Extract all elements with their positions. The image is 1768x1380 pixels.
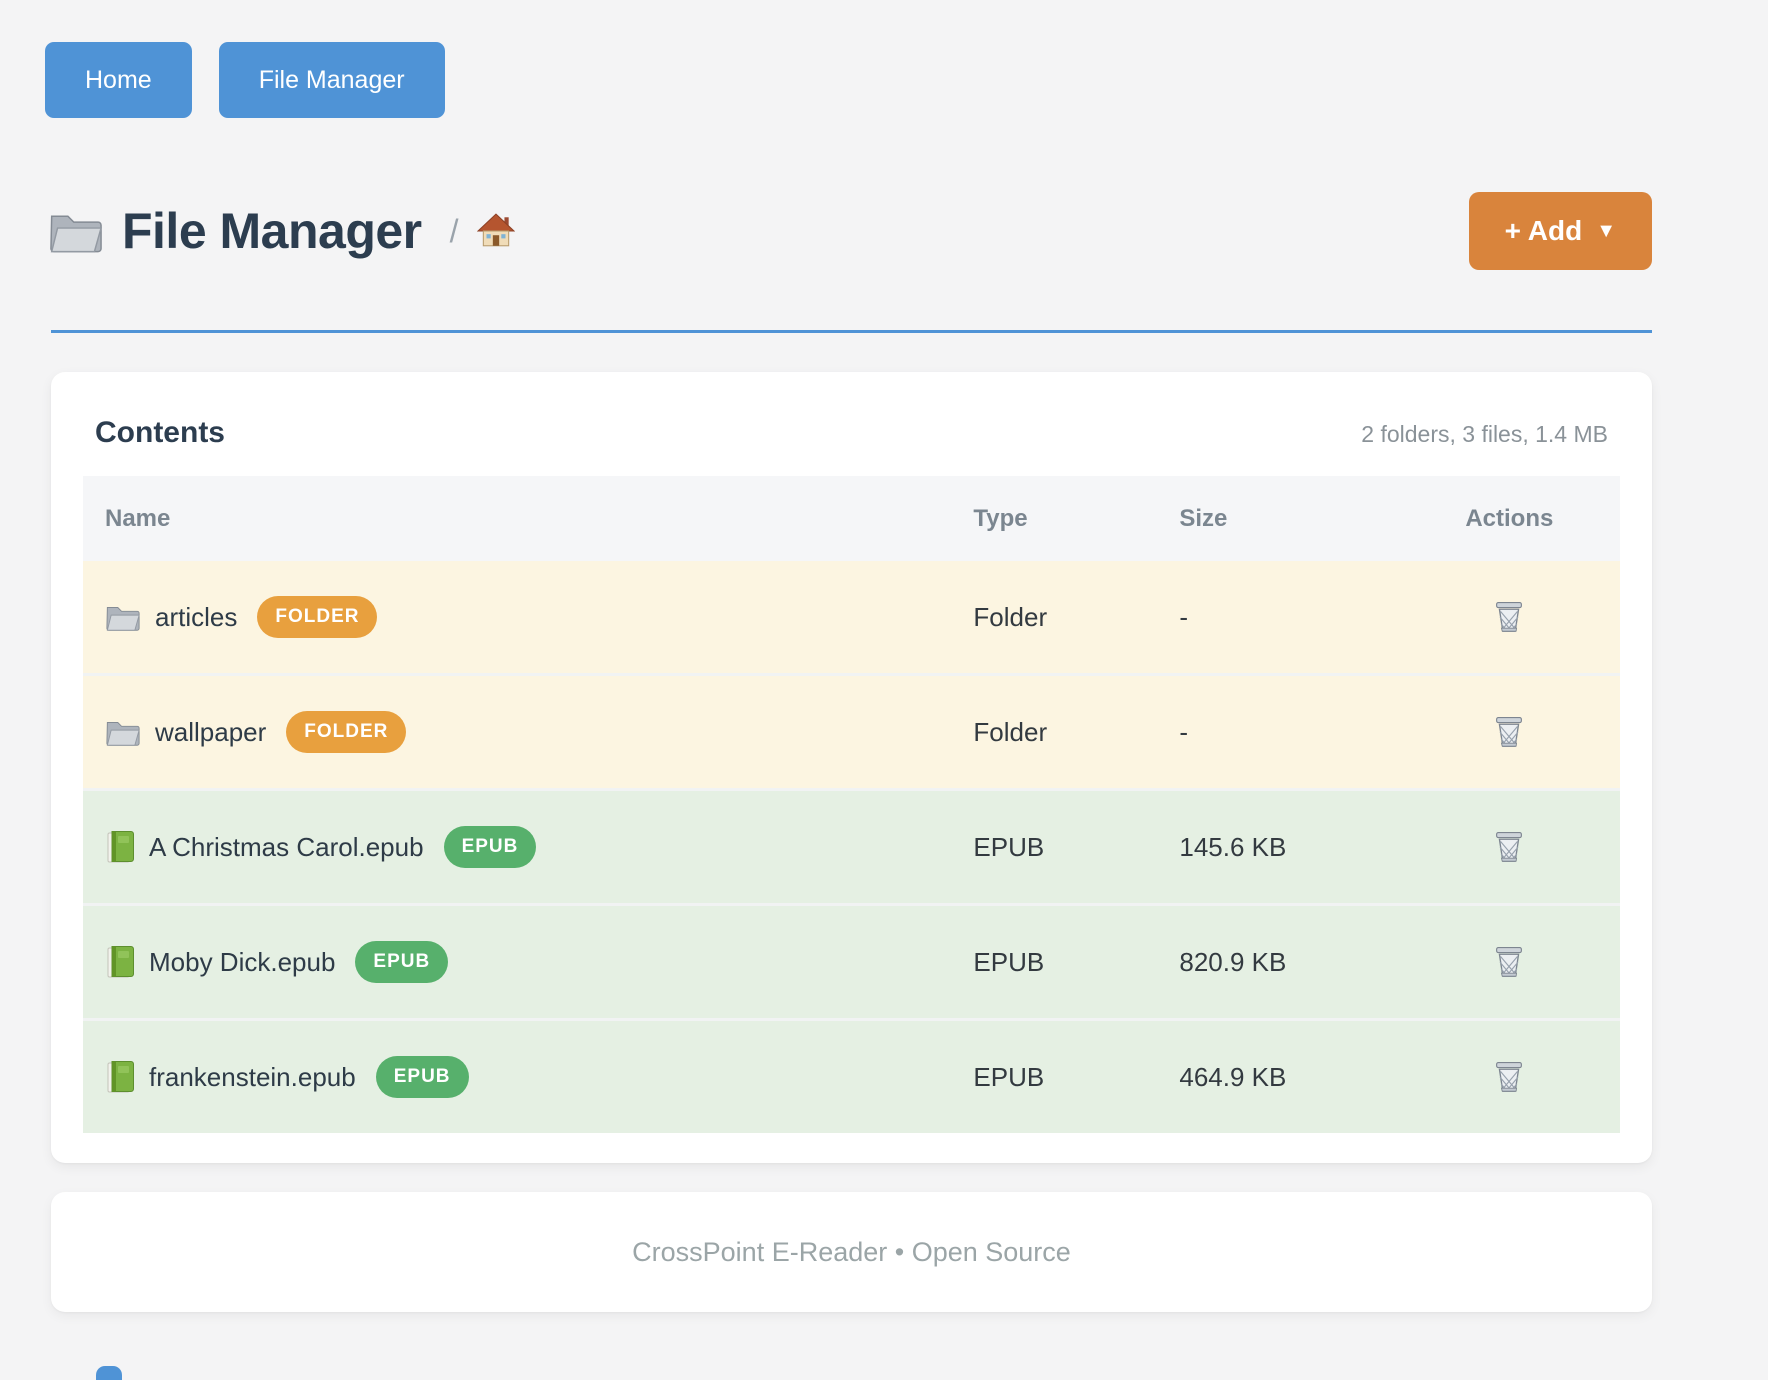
title-group: File Manager / [48, 202, 515, 260]
table-row: articles FOLDER Folder - [83, 561, 1620, 675]
table-header-row: Name Type Size Actions [83, 476, 1620, 561]
file-name[interactable]: frankenstein.epub [149, 1061, 356, 1092]
type-badge: FOLDER [286, 711, 407, 753]
footer-card: CrossPoint E-Reader • Open Source [51, 1192, 1652, 1312]
column-header-size[interactable]: Size [1157, 476, 1399, 561]
green-book-icon [105, 829, 135, 865]
delete-button[interactable] [1486, 707, 1532, 758]
green-book-icon [105, 944, 135, 980]
green-book-icon [105, 1059, 135, 1095]
folder-icon [105, 717, 141, 747]
wastebasket-icon [1492, 1058, 1526, 1094]
wastebasket-icon [1492, 943, 1526, 979]
footer-text: CrossPoint E-Reader • Open Source [632, 1236, 1071, 1267]
type-cell: Folder [951, 673, 1158, 790]
add-button[interactable]: + Add ▼ [1468, 192, 1652, 270]
table-row: A Christmas Carol.epub EPUB EPUB 145.6 K… [83, 788, 1620, 905]
size-cell: - [1157, 673, 1399, 790]
table-row: frankenstein.epub EPUB EPUB 464.9 KB [83, 1018, 1620, 1133]
size-cell: - [1157, 561, 1399, 675]
page-title: File Manager [122, 203, 422, 259]
type-cell: EPUB [951, 1018, 1158, 1133]
size-cell: 145.6 KB [1157, 788, 1399, 905]
breadcrumb-separator: / [449, 212, 459, 249]
delete-button[interactable] [1486, 592, 1532, 643]
contents-card-header: Contents 2 folders, 3 files, 1.4 MB [83, 416, 1620, 450]
folder-icon [105, 602, 141, 632]
file-table-body: articles FOLDER Folder - [83, 561, 1620, 1133]
size-cell: 820.9 KB [1157, 903, 1399, 1020]
add-button-label: + Add [1504, 215, 1583, 246]
type-cell: EPUB [951, 788, 1158, 905]
type-badge: FOLDER [257, 596, 378, 638]
wastebasket-icon [1492, 828, 1526, 864]
wastebasket-icon [1492, 713, 1526, 749]
type-cell: Folder [951, 561, 1158, 675]
chevron-down-icon: ▼ [1596, 219, 1616, 242]
contents-heading: Contents [95, 416, 225, 449]
contents-card: Contents 2 folders, 3 files, 1.4 MB Name… [51, 372, 1652, 1163]
wastebasket-icon [1492, 598, 1526, 634]
size-cell: 464.9 KB [1157, 1018, 1399, 1133]
delete-button[interactable] [1486, 822, 1532, 873]
contents-summary: 2 folders, 3 files, 1.4 MB [1361, 421, 1608, 447]
type-badge: EPUB [375, 1056, 469, 1098]
table-row: Moby Dick.epub EPUB EPUB 820.9 KB [83, 903, 1620, 1020]
file-name[interactable]: articles [155, 601, 238, 632]
title-underline [51, 330, 1652, 333]
column-header-actions: Actions [1398, 476, 1620, 561]
cut-off-button-bottom-edge[interactable] [96, 1366, 122, 1380]
file-name[interactable]: A Christmas Carol.epub [149, 831, 424, 862]
home-button[interactable]: Home [45, 42, 192, 118]
type-badge: EPUB [443, 826, 537, 868]
nav-buttons: Home File Manager [45, 42, 445, 118]
column-header-name[interactable]: Name [83, 476, 952, 561]
page-header: File Manager / + Add ▼ [48, 183, 1652, 279]
folder-icon [48, 208, 104, 254]
file-table: Name Type Size Actions [83, 476, 1620, 1133]
type-badge: EPUB [355, 941, 449, 983]
table-row: wallpaper FOLDER Folder - [83, 673, 1620, 790]
delete-button[interactable] [1486, 1052, 1532, 1103]
file-name[interactable]: Moby Dick.epub [149, 946, 336, 977]
file-manager-button[interactable]: File Manager [218, 42, 445, 118]
delete-button[interactable] [1486, 937, 1532, 988]
type-cell: EPUB [951, 903, 1158, 1020]
column-header-type[interactable]: Type [951, 476, 1158, 561]
house-icon[interactable] [476, 213, 515, 249]
file-name[interactable]: wallpaper [155, 716, 267, 747]
